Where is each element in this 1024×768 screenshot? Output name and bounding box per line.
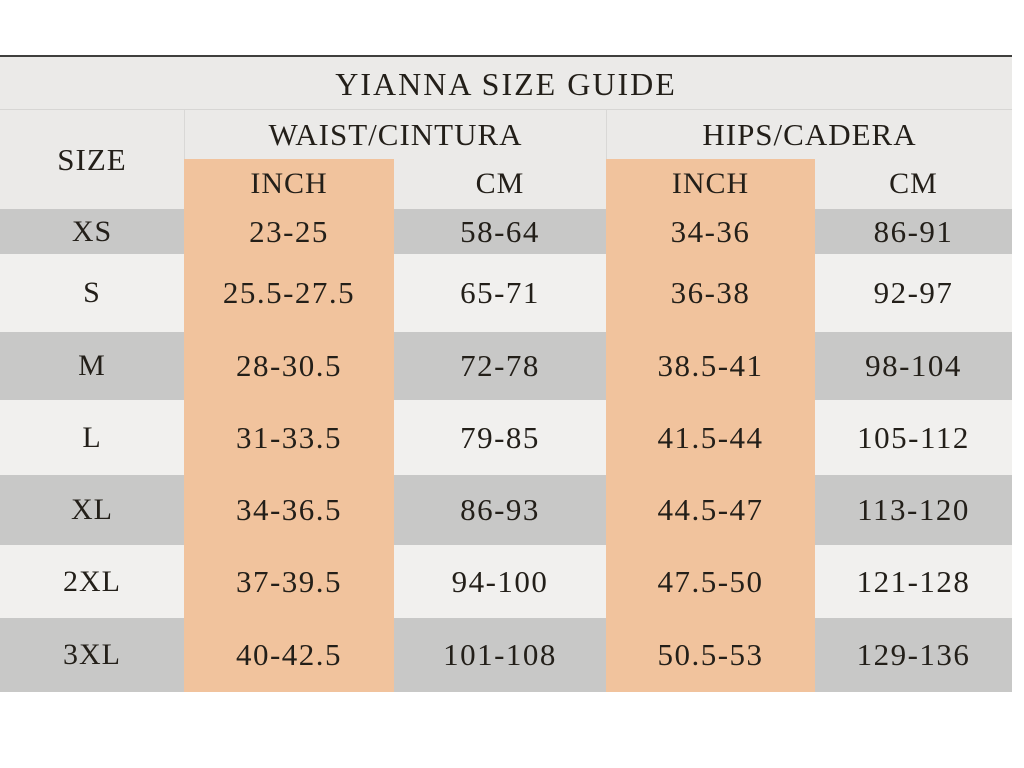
hips-cm-cell-xl: 113-120 bbox=[815, 475, 1012, 545]
hips-inch-cell-2xl: 47.5-50 bbox=[606, 545, 815, 618]
waist-inch-cell-m: 28-30.5 bbox=[184, 332, 394, 400]
unit-header-waist-inch: INCH bbox=[184, 159, 394, 209]
unit-header-waist-cm: CM bbox=[394, 159, 606, 209]
size-cell-xl: XL bbox=[0, 475, 184, 545]
hips-inch-cell-xl: 44.5-47 bbox=[606, 475, 815, 545]
waist-inch-cell-s: 25.5-27.5 bbox=[184, 254, 394, 332]
table-title: YIANNA SIZE GUIDE bbox=[0, 57, 1012, 110]
size-cell-xs: XS bbox=[0, 209, 184, 254]
hips-cm-cell-3xl: 129-136 bbox=[815, 618, 1012, 692]
waist-cm-cell-l: 79-85 bbox=[394, 400, 606, 475]
waist-inch-cell-xs: 23-25 bbox=[184, 209, 394, 254]
size-cell-2xl: 2XL bbox=[0, 545, 184, 618]
column-header-size: SIZE bbox=[0, 110, 184, 209]
waist-cm-cell-xs: 58-64 bbox=[394, 209, 606, 254]
hips-cm-cell-l: 105-112 bbox=[815, 400, 1012, 475]
unit-header-hips-cm: CM bbox=[815, 159, 1012, 209]
unit-header-hips-inch: INCH bbox=[606, 159, 815, 209]
waist-cm-cell-xl: 86-93 bbox=[394, 475, 606, 545]
waist-inch-cell-xl: 34-36.5 bbox=[184, 475, 394, 545]
hips-inch-cell-3xl: 50.5-53 bbox=[606, 618, 815, 692]
section-header-hips: HIPS/CADERA bbox=[606, 110, 1012, 159]
waist-inch-cell-3xl: 40-42.5 bbox=[184, 618, 394, 692]
hips-cm-cell-2xl: 121-128 bbox=[815, 545, 1012, 618]
hips-inch-cell-xs: 34-36 bbox=[606, 209, 815, 254]
waist-cm-cell-m: 72-78 bbox=[394, 332, 606, 400]
hips-cm-cell-s: 92-97 bbox=[815, 254, 1012, 332]
size-cell-l: L bbox=[0, 400, 184, 475]
hips-inch-cell-l: 41.5-44 bbox=[606, 400, 815, 475]
hips-inch-cell-m: 38.5-41 bbox=[606, 332, 815, 400]
waist-cm-cell-2xl: 94-100 bbox=[394, 545, 606, 618]
waist-cm-cell-3xl: 101-108 bbox=[394, 618, 606, 692]
section-header-waist: WAIST/CINTURA bbox=[184, 110, 606, 159]
hips-cm-cell-xs: 86-91 bbox=[815, 209, 1012, 254]
waist-cm-cell-s: 65-71 bbox=[394, 254, 606, 332]
size-cell-s: S bbox=[0, 254, 184, 332]
hips-cm-cell-m: 98-104 bbox=[815, 332, 1012, 400]
hips-inch-cell-s: 36-38 bbox=[606, 254, 815, 332]
size-guide-table: YIANNA SIZE GUIDE SIZE WAIST/CINTURA HIP… bbox=[0, 55, 1012, 692]
waist-inch-cell-2xl: 37-39.5 bbox=[184, 545, 394, 618]
waist-inch-cell-l: 31-33.5 bbox=[184, 400, 394, 475]
size-cell-m: M bbox=[0, 332, 184, 400]
size-cell-3xl: 3XL bbox=[0, 618, 184, 692]
